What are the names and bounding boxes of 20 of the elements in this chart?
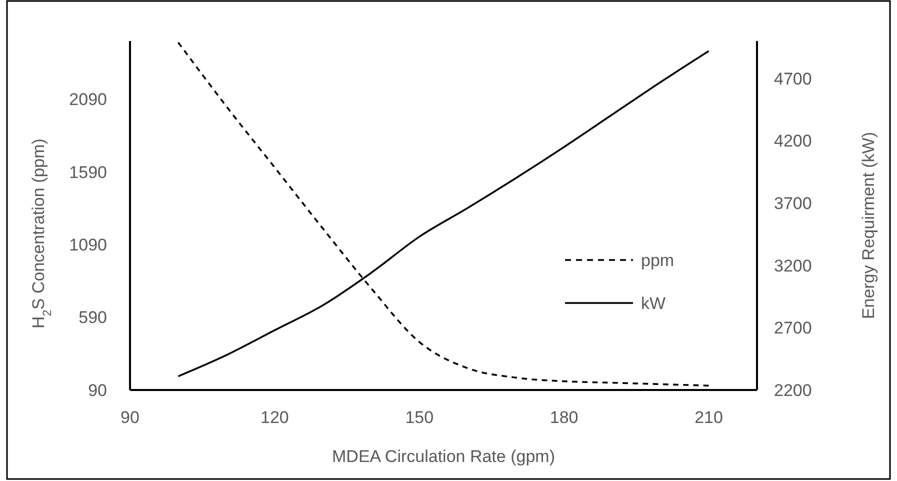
y-tick-label: 590 [78, 308, 107, 328]
y-tick-label: 90 [88, 380, 107, 400]
y-tick-label: 1090 [69, 236, 107, 255]
y2-tick-label: 4200 [774, 132, 812, 151]
y-tick-label: 2090 [69, 90, 107, 110]
y2-tick-label: 4700 [774, 69, 812, 88]
legend-label: kW [641, 294, 666, 313]
x-tick-label: 180 [550, 408, 578, 427]
x-axis-title: MDEA Circulation Rate (gpm) [332, 447, 555, 466]
y2-tick-label: 3200 [774, 256, 812, 276]
y-tick-label: 1590 [69, 162, 107, 182]
y2-axis-title: Energy Requirment (kW) [859, 132, 878, 320]
x-tick-label: 90 [120, 408, 140, 427]
x-tick-label: 120 [260, 408, 289, 427]
y2-tick-label: 2200 [774, 380, 812, 400]
legend-label: ppm [641, 250, 674, 270]
y2-tick-label: 3700 [774, 194, 812, 213]
x-tick-label: 210 [694, 408, 723, 427]
x-tick-label: 150 [405, 408, 434, 427]
y2-tick-label: 2700 [774, 318, 812, 338]
